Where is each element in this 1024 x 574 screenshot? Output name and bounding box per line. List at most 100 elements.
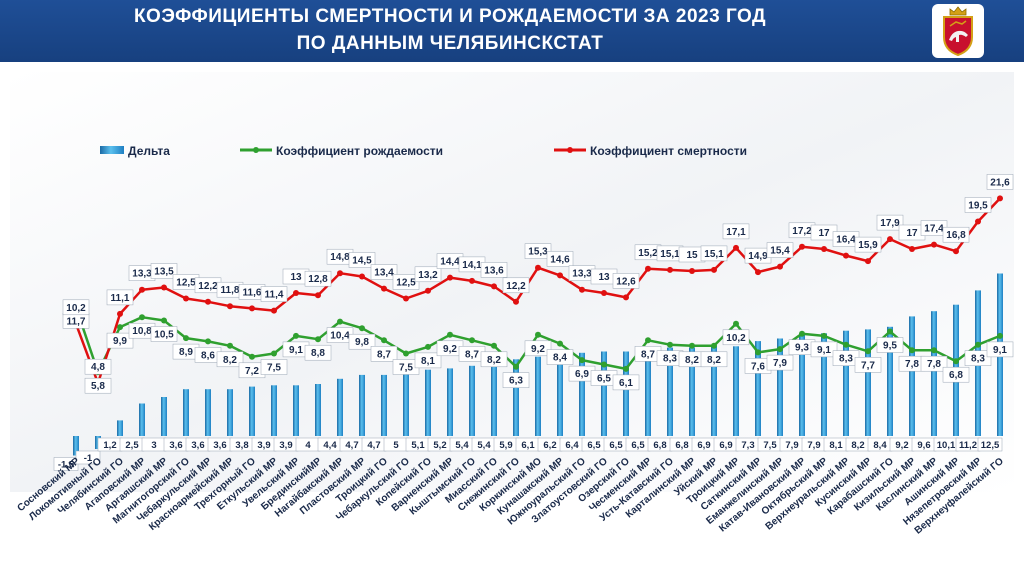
delta-value-label: 6,5 (631, 440, 645, 451)
birth-rate-point (843, 341, 849, 348)
delta-value-label: 5,4 (455, 440, 469, 451)
delta-value-label: 6,1 (521, 440, 535, 451)
death-rate-value-label: 12,5 (176, 278, 196, 289)
death-rate-point (315, 292, 321, 299)
delta-value-label: 6,9 (697, 440, 710, 451)
birth-rate-point (447, 331, 453, 338)
death-rate-value-label: 10,2 (66, 303, 86, 314)
delta-value-label: 4,7 (345, 440, 358, 451)
death-rate-value-label: 14,9 (748, 251, 768, 262)
birth-rate-point (711, 342, 717, 349)
death-rate-value-box (260, 286, 288, 302)
birth-rate-point (271, 350, 277, 357)
delta-bar (909, 316, 915, 436)
death-rate-point (293, 290, 299, 296)
birth-rate-point (491, 342, 497, 349)
death-rate-point (645, 265, 651, 272)
delta-value-label: 5,1 (411, 440, 425, 451)
delta-bar (513, 359, 519, 436)
death-rate-point (205, 298, 211, 305)
delta-value-label: 6,5 (587, 440, 601, 451)
delta-bar (733, 346, 739, 436)
birth-rate-point (381, 337, 387, 344)
death-rate-value-label: 17,2 (792, 226, 812, 237)
birth-rate-value-label: 8,8 (311, 348, 325, 359)
death-rate-point (271, 307, 277, 314)
delta-bar (403, 371, 409, 436)
birth-rate-point (139, 314, 145, 321)
birth-rate-value-box (876, 337, 904, 353)
delta-value-label: 3,6 (213, 440, 226, 451)
death-rate-value-box (502, 277, 530, 294)
birth-rate-value-label: 6,1 (619, 378, 633, 389)
birth-rate-point (909, 347, 915, 354)
delta-value-label: 10,1 (937, 440, 956, 451)
death-rate-point (337, 270, 343, 277)
delta-bar (777, 338, 783, 436)
death-rate-value-box (304, 270, 332, 287)
birth-rate-point (755, 349, 761, 356)
death-rate-value-label: 13,2 (418, 270, 438, 281)
death-rate-value-label: 14,1 (462, 260, 482, 271)
delta-value-label: 5,4 (477, 440, 491, 451)
series-lines (73, 195, 1003, 387)
death-rate-value-label: 14,6 (550, 254, 570, 265)
death-rate-point (447, 274, 453, 281)
death-rate-value-label: 16,8 (946, 230, 966, 241)
birth-rate-point (799, 330, 805, 337)
delta-bar (535, 356, 541, 436)
death-rate-point (667, 266, 673, 273)
delta-bar (425, 369, 431, 436)
delta-value-label: -1 (84, 453, 93, 464)
delta-value-label: 9,6 (917, 440, 930, 451)
death-rate-point (821, 246, 827, 252)
birth-rate-point (579, 357, 585, 364)
delta-bar (117, 420, 123, 436)
birth-rate-value-label: 7,5 (267, 363, 281, 374)
birth-rate-point (645, 337, 651, 344)
birth-rate-value-box (304, 344, 332, 361)
death-rate-value-label: 17 (818, 228, 830, 239)
birth-rate-value-label: 5,8 (91, 381, 105, 392)
birth-rate-value-label: 7,8 (905, 359, 919, 370)
death-rate-value-box (700, 245, 728, 262)
death-rate-point (843, 252, 849, 259)
birth-rate-value-box (986, 341, 1014, 358)
birth-rate-value-label: 11,7 (67, 316, 86, 327)
page-title: КОЭФФИЦИЕНТЫ СМЕРТНОСТИ И РОЖДАЕМОСТИ ЗА… (133, 6, 767, 27)
birth-rate-point (161, 317, 167, 324)
death-rate-value-label: 14,8 (330, 252, 350, 263)
delta-value-label: 8,2 (851, 440, 864, 451)
delta-bars (73, 273, 1003, 456)
death-rate-point (953, 248, 959, 255)
birth-rate-point (557, 340, 563, 347)
delta-bar (183, 389, 189, 436)
death-rate-value-label: 17,9 (880, 218, 900, 229)
legend-marker-birth (253, 147, 259, 153)
delta-value-label: 3,8 (235, 440, 248, 451)
death-rate-point (381, 285, 387, 292)
birth-rate-point (975, 341, 981, 348)
delta-bar (469, 365, 475, 436)
birth-rate-value-label: 10,4 (330, 331, 350, 342)
death-rate-value-label: 17,4 (924, 224, 944, 235)
series-line-labels: 11,7 5,8 9,9 10,8 10,5 8,9 8,6 8,2 7,2 7,5 9,1 8,8 1… (62, 174, 1014, 394)
delta-value-label: 7,5 (763, 440, 777, 451)
birth-rate-value-label: 8,2 (487, 355, 501, 366)
birth-rate-point (953, 358, 959, 365)
delta-bar (271, 385, 277, 436)
birth-rate-value-box (942, 366, 970, 383)
death-rate-point (997, 195, 1003, 202)
delta-value-label: 6,8 (675, 440, 688, 451)
birth-rate-point (315, 336, 321, 343)
delta-value-box (75, 450, 101, 465)
delta-value-label: 6,4 (565, 440, 579, 451)
delta-bar (601, 351, 607, 436)
delta-value-label: 4,4 (323, 440, 337, 451)
delta-value-label: 4 (305, 440, 311, 451)
birth-rate-value-label: 6,9 (575, 369, 589, 380)
delta-value-label: 3,6 (169, 440, 182, 451)
delta-bar (315, 384, 321, 436)
birth-rate-value-label: 7,2 (245, 366, 259, 377)
death-rate-value-box (854, 236, 882, 253)
